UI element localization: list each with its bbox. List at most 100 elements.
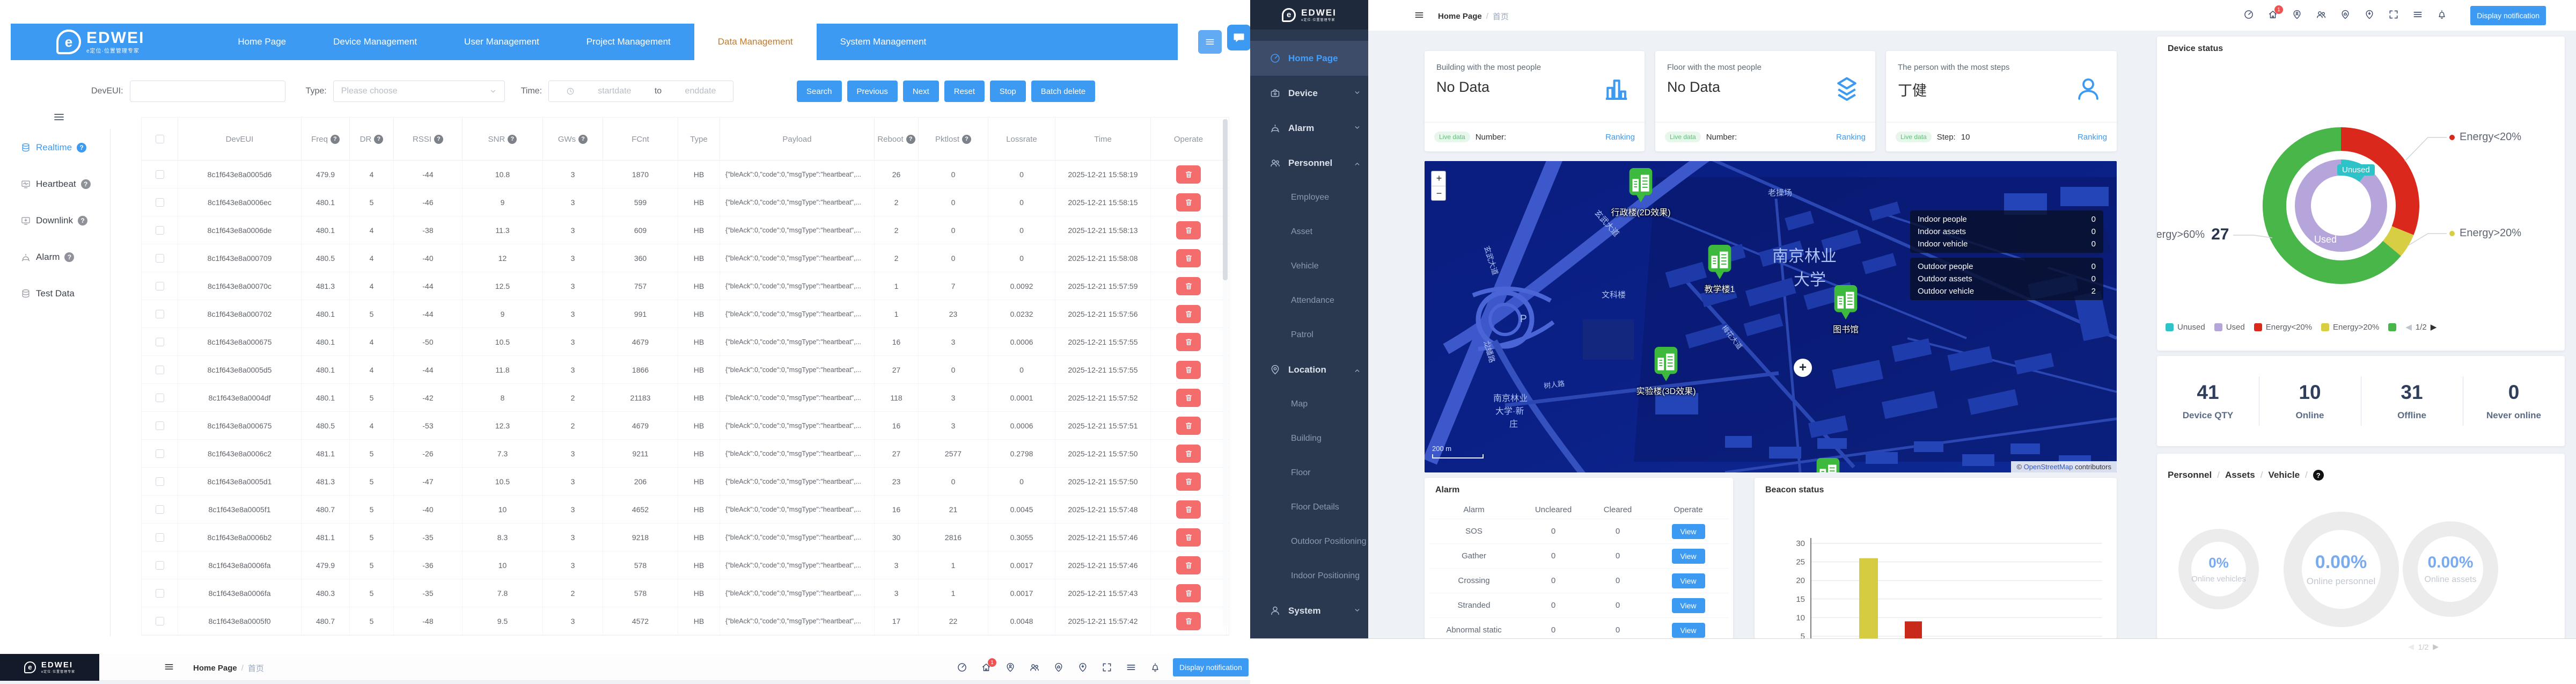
- sidebar-item-home-page[interactable]: Home Page: [1250, 41, 1368, 76]
- delete-row-button[interactable]: [1176, 612, 1201, 630]
- table-scrollbar[interactable]: [1223, 119, 1228, 626]
- legend-item[interactable]: [2388, 323, 2397, 331]
- delete-row-button[interactable]: [1176, 360, 1201, 379]
- delete-row-button[interactable]: [1176, 304, 1201, 323]
- stop-button[interactable]: Stop: [989, 81, 1026, 102]
- delete-row-button[interactable]: [1176, 332, 1201, 351]
- sidebar-subitem-attendance[interactable]: Attendance: [1291, 296, 1334, 305]
- row-checkbox[interactable]: [155, 421, 164, 430]
- row-checkbox[interactable]: [155, 281, 164, 290]
- sidebar-item-device[interactable]: Device: [1250, 76, 1368, 111]
- map-marker-图书馆[interactable]: 图书馆: [1831, 285, 1861, 334]
- view-button[interactable]: View: [1671, 622, 1705, 638]
- row-checkbox[interactable]: [155, 505, 164, 514]
- nav-tab-device-management[interactable]: Device Management: [333, 37, 417, 47]
- pin-house-header-icon[interactable]: [2340, 9, 2351, 20]
- time-range-input[interactable]: startdate to enddate: [548, 81, 734, 102]
- delete-row-button[interactable]: [1176, 221, 1201, 239]
- row-checkbox[interactable]: [155, 533, 164, 542]
- chat-button[interactable]: [1227, 25, 1251, 50]
- help-icon[interactable]: ?: [2313, 470, 2324, 481]
- next-page-arrow[interactable]: ▶: [2430, 323, 2437, 332]
- row-checkbox[interactable]: [155, 198, 164, 207]
- ranking-link[interactable]: Ranking: [1836, 132, 1866, 142]
- sidebar-item-alarm[interactable]: Alarm: [1250, 111, 1368, 145]
- delete-row-button[interactable]: [1176, 165, 1201, 184]
- sidebar-item-location[interactable]: Location: [1250, 352, 1368, 387]
- pin-person-header-icon[interactable]: [2292, 9, 2302, 20]
- sidebar-subitem-building[interactable]: Building: [1291, 434, 1322, 443]
- fullscreen-header-icon[interactable]: [1102, 662, 1112, 673]
- delete-row-button[interactable]: [1176, 416, 1201, 435]
- view-button[interactable]: View: [1671, 548, 1705, 564]
- zoom-in-button[interactable]: +: [1432, 171, 1445, 186]
- delete-row-button[interactable]: [1176, 500, 1201, 519]
- ranking-link[interactable]: Ranking: [1605, 132, 1635, 142]
- sidebar-subitem-indoor-positioning[interactable]: Indoor Positioning: [1291, 571, 1360, 580]
- row-checkbox[interactable]: [155, 309, 164, 318]
- pin-person-header-icon[interactable]: [1005, 662, 1016, 673]
- nav-tab-project-management[interactable]: Project Management: [586, 37, 671, 47]
- help-badge[interactable]: ?: [80, 179, 91, 189]
- campus-map[interactable]: 行政楼(2D效果) 教学楼1 实验楼(3D效果) 图书馆 玄武大道 玄武大道 文科楼 P 南京林…: [1425, 161, 2117, 472]
- sidebar-item-system[interactable]: System: [1250, 593, 1368, 628]
- row-checkbox[interactable]: [155, 588, 164, 598]
- menu-header-icon[interactable]: [1126, 662, 1136, 673]
- bell-header-icon[interactable]: [1150, 662, 1161, 673]
- row-checkbox[interactable]: [155, 253, 164, 263]
- sidebar-item-alarm[interactable]: Alarm?: [0, 246, 110, 268]
- row-checkbox[interactable]: [155, 616, 164, 625]
- delete-row-button[interactable]: [1176, 444, 1201, 463]
- home-header-icon[interactable]: 1: [2267, 5, 2283, 20]
- delete-row-button[interactable]: [1176, 528, 1201, 547]
- row-checkbox[interactable]: [155, 170, 164, 179]
- deveui-input[interactable]: [129, 81, 285, 102]
- type-select[interactable]: Please choose: [333, 81, 505, 102]
- gauge-header-icon[interactable]: [2243, 9, 2254, 20]
- sidebar-item-heartbeat[interactable]: Heartbeat?: [0, 173, 110, 195]
- prev-page-arrow[interactable]: ◀: [2405, 323, 2412, 332]
- tab-vehicle[interactable]: Vehicle: [2268, 470, 2300, 480]
- search-button[interactable]: Search: [797, 81, 842, 102]
- delete-row-button[interactable]: [1176, 584, 1201, 602]
- collapse-button[interactable]: [1414, 10, 1425, 23]
- sidebar-collapse-button[interactable]: [53, 111, 65, 126]
- help-icon[interactable]: ?: [578, 134, 588, 144]
- nav-tab-data-management[interactable]: Data Management: [694, 24, 817, 60]
- delete-row-button[interactable]: [1176, 276, 1201, 295]
- delete-row-button[interactable]: [1176, 249, 1201, 267]
- map-locate-button[interactable]: +: [1794, 359, 1812, 377]
- zoom-out-button[interactable]: −: [1432, 186, 1445, 200]
- help-badge[interactable]: ?: [77, 143, 87, 152]
- ranking-link[interactable]: Ranking: [2077, 132, 2107, 142]
- sidebar-subitem-asset[interactable]: Asset: [1291, 227, 1313, 236]
- select-all-checkbox[interactable]: [155, 135, 164, 143]
- legend-pager[interactable]: ◀ 1/2 ▶: [2405, 322, 2437, 332]
- row-checkbox[interactable]: [155, 561, 164, 570]
- display-notification-button[interactable]: Display notification: [2470, 6, 2546, 25]
- delete-row-button[interactable]: [1176, 193, 1201, 212]
- legend-item-energy<20%[interactable]: Energy<20%: [2254, 323, 2312, 332]
- sidebar-subitem-patrol[interactable]: Patrol: [1291, 330, 1313, 339]
- help-icon[interactable]: ?: [962, 134, 971, 144]
- sidebar-subitem-floor-details[interactable]: Floor Details: [1291, 503, 1339, 512]
- legend-item-used[interactable]: Used: [2214, 323, 2245, 332]
- row-checkbox[interactable]: [155, 365, 164, 374]
- reset-button[interactable]: Reset: [944, 81, 985, 102]
- help-badge[interactable]: ?: [64, 252, 75, 262]
- pin-arrow-header-icon[interactable]: [1077, 662, 1088, 673]
- map-marker-教学楼1[interactable]: 教学楼1: [1705, 244, 1735, 294]
- gauge-header-icon[interactable]: [957, 662, 967, 673]
- previous-button[interactable]: Previous: [847, 81, 898, 102]
- sidebar-item-realtime[interactable]: Realtime?: [0, 137, 110, 158]
- fullscreen-header-icon[interactable]: [2388, 9, 2399, 20]
- delete-row-button[interactable]: [1176, 388, 1201, 407]
- nav-menu-button[interactable]: [1198, 30, 1222, 54]
- batch-delete-button[interactable]: Batch delete: [1031, 81, 1096, 102]
- sidebar-subitem-floor[interactable]: Floor: [1291, 468, 1311, 477]
- next-button[interactable]: Next: [902, 81, 939, 102]
- sidebar-item-personnel[interactable]: Personnel: [1250, 145, 1368, 180]
- tab-assets[interactable]: Assets: [2225, 470, 2255, 480]
- help-icon[interactable]: ?: [508, 134, 517, 144]
- delete-row-button[interactable]: [1176, 472, 1201, 491]
